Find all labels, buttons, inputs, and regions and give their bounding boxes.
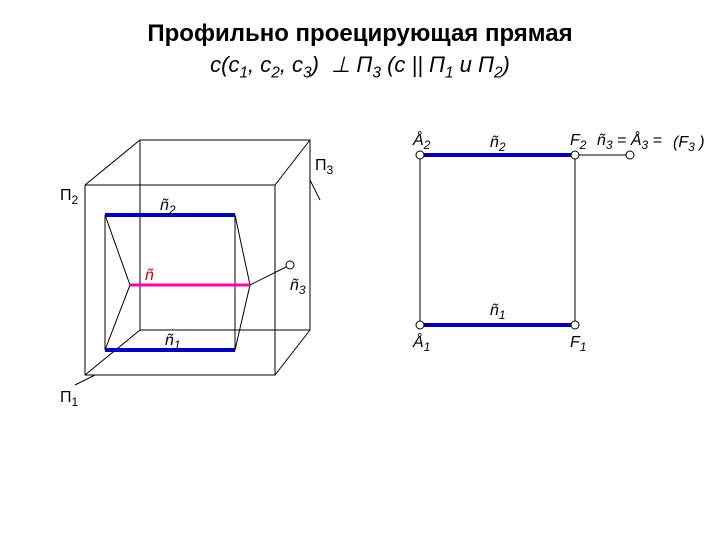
label-P2: П2 <box>60 187 79 207</box>
title-line2: c(c1, c2, c3) ⊥ П3 (c || П1 и П2) <box>0 52 720 82</box>
label-P3: П3 <box>315 157 334 177</box>
right-diagram: Å2 ñ2 F2 ñ3 = Å3 = (F3 ) ñ1 Å1 F1 <box>375 125 705 385</box>
left-diagram: П2 П3 П1 ñ2 ñ ñ3 ñ1 <box>20 110 340 420</box>
title-line1: Профильно проецирующая прямая <box>0 20 720 48</box>
label-n1r: ñ1 <box>490 302 506 322</box>
label-F2: F2 <box>570 132 587 152</box>
label-n2r: ñ2 <box>490 134 506 154</box>
label-P1: П1 <box>60 389 79 409</box>
label-n3eq: ñ3 = Å3 = <box>597 130 662 152</box>
label-F1: F1 <box>570 334 586 354</box>
label-A2: Å2 <box>412 130 431 152</box>
label-n: ñ <box>145 267 154 284</box>
label-A1: Å1 <box>412 332 430 354</box>
page-title: Профильно проецирующая прямая c(c1, c2, … <box>0 20 720 82</box>
label-n3: ñ3 <box>290 277 306 297</box>
label-F3: (F3 ) <box>673 134 705 154</box>
